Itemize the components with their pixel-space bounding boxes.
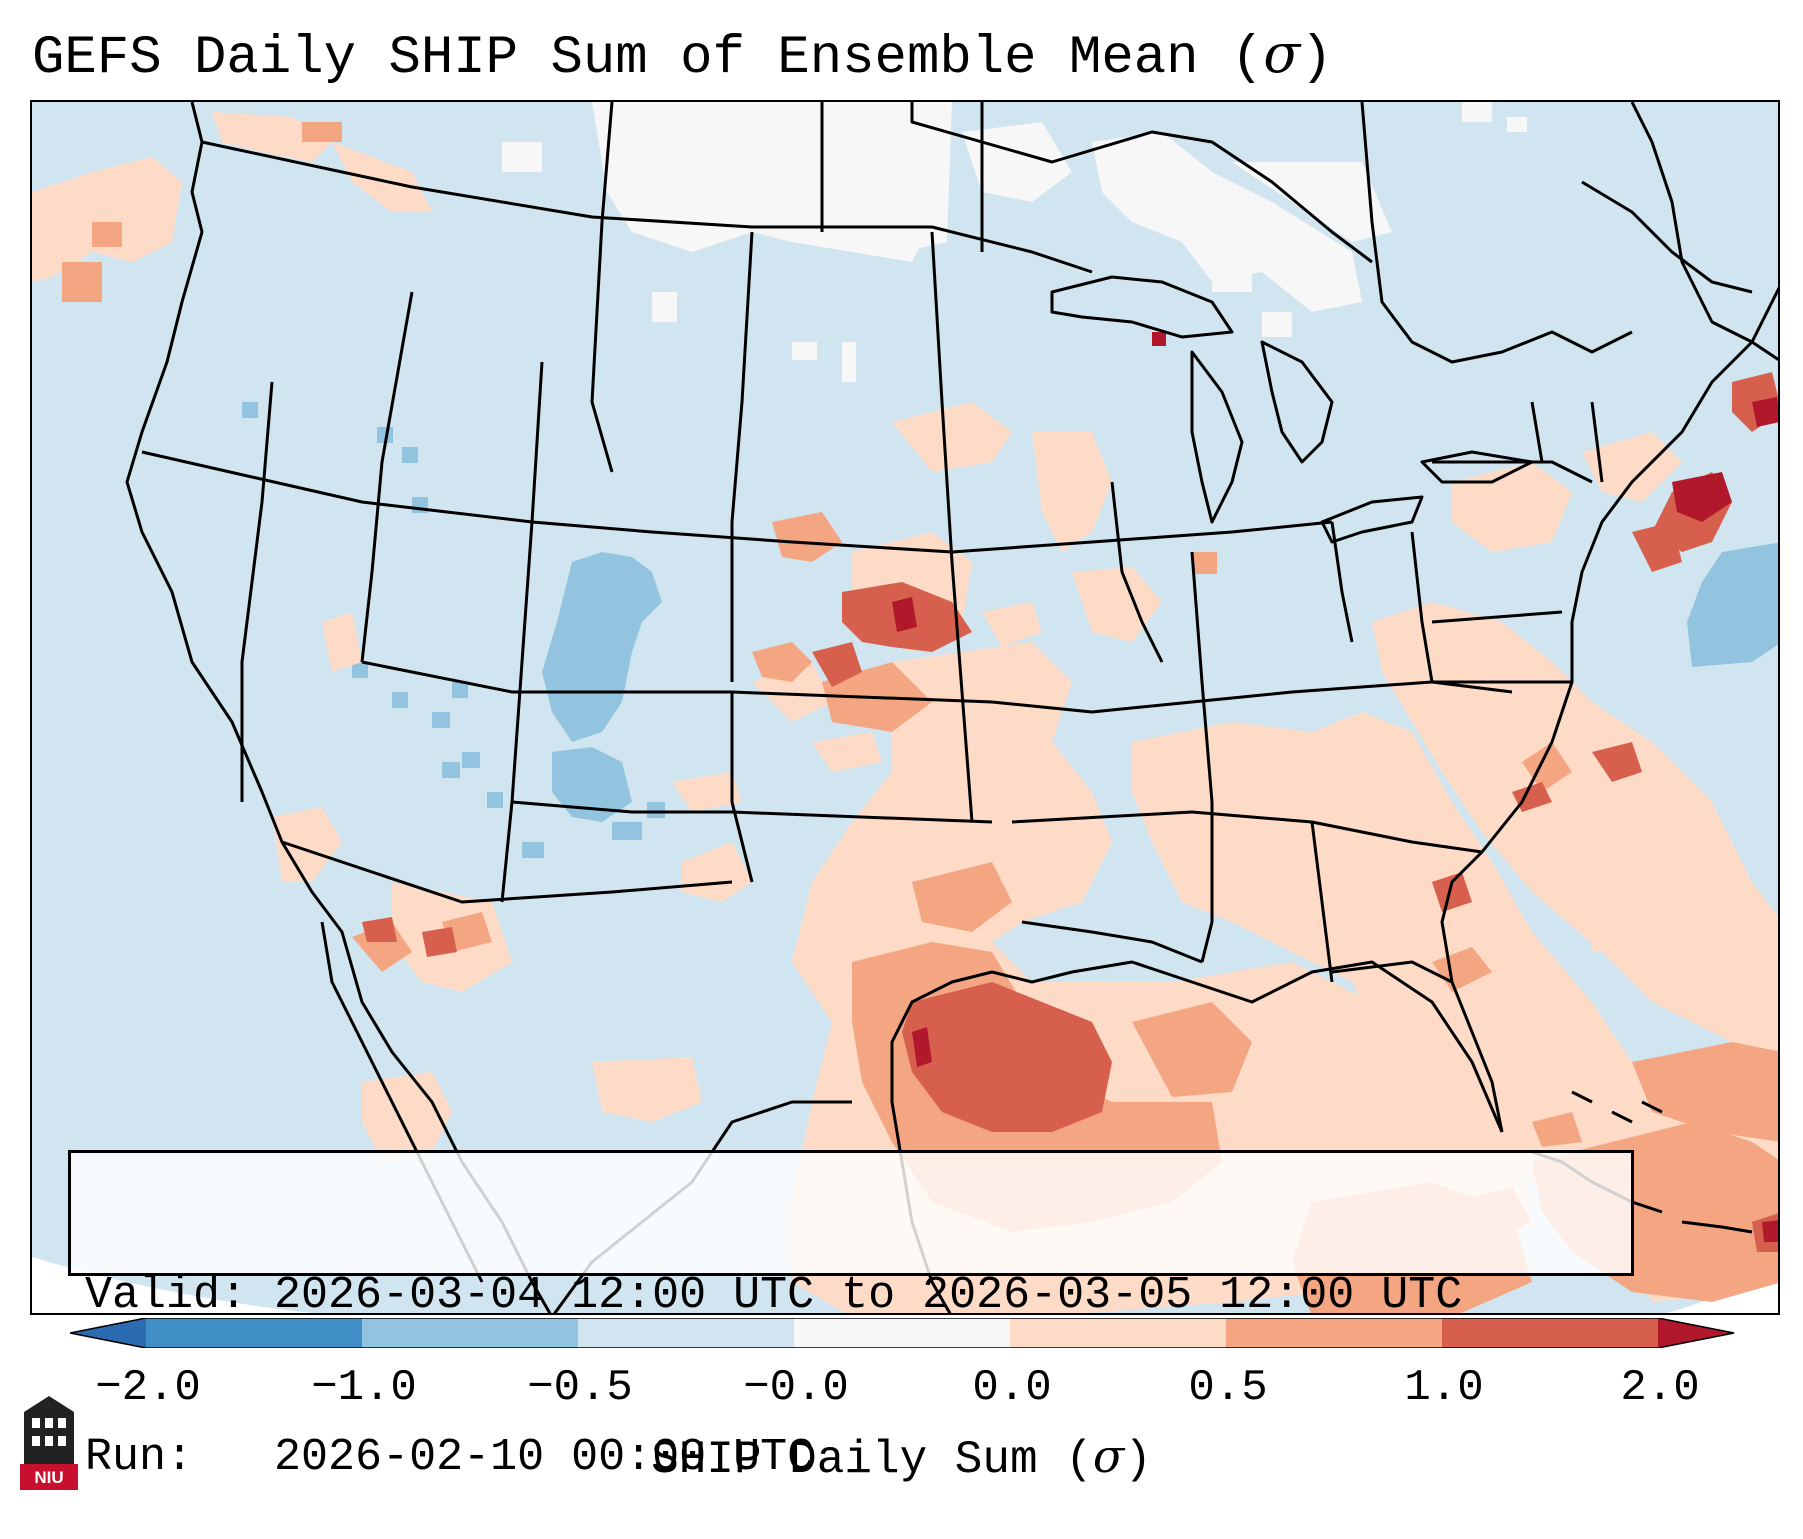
map-outlines	[125, 102, 1778, 1313]
extreme-positive-anomaly-patches	[892, 332, 1778, 1242]
title-close: )	[1300, 28, 1333, 89]
colorbar-ticks: −2.0 −1.0 −0.5 −0.0 0.0 0.5 1.0 2.0	[0, 1362, 1803, 1422]
run-value: 2026-02-10 00:00 UTC	[274, 1432, 815, 1483]
colorbar	[70, 1318, 1735, 1348]
colorbar-tick: 2.0	[1620, 1363, 1700, 1413]
colorbar-segment	[146, 1318, 363, 1348]
colorbar-segment	[362, 1318, 579, 1348]
colorbar-label-close: )	[1124, 1434, 1152, 1486]
colorbar-tick: 1.0	[1404, 1363, 1484, 1413]
title-text: GEFS Daily SHIP Sum of Ensemble Mean (	[32, 28, 1264, 89]
colorbar-segment	[1010, 1318, 1227, 1348]
valid-run-info-box: Valid: 2026-03-04 12:00 UTC to 2026-03-0…	[68, 1150, 1634, 1483]
map-panel	[30, 100, 1780, 1315]
colorbar-tick: −0.5	[527, 1363, 633, 1413]
colorbar-segment	[1226, 1318, 1443, 1348]
map-canvas	[32, 102, 1778, 1313]
run-row: Run: 2026-02-10 00:00 UTC	[85, 1431, 1631, 1485]
projection-edge-right	[1667, 1264, 1778, 1313]
niu-logo-graphic	[20, 1396, 78, 1490]
colorbar-segment	[1658, 1318, 1734, 1348]
neutral-anomaly-patches	[502, 102, 1630, 1120]
colorbar-label-sigma: σ	[1092, 1429, 1125, 1483]
colorbar-label-text: SHIP Daily Sum (	[651, 1434, 1093, 1486]
colorbar-tick: 0.5	[1188, 1363, 1268, 1413]
colorbar-tick: −2.0	[95, 1363, 201, 1413]
negative-anomaly-patches	[242, 402, 1778, 858]
colorbar-tick: −1.0	[311, 1363, 417, 1413]
colorbar-segment	[70, 1318, 146, 1348]
plot-title: GEFS Daily SHIP Sum of Ensemble Mean (σ)	[32, 22, 1333, 91]
colorbar-outline	[70, 1318, 1735, 1348]
valid-row: Valid: 2026-03-04 12:00 UTC to 2026-03-0…	[85, 1269, 1631, 1323]
colorbar-segment	[578, 1318, 795, 1348]
colorbar-tick: 0.0	[972, 1363, 1052, 1413]
niu-logo-text: NIU	[34, 1468, 64, 1487]
colorbar-segment	[794, 1318, 1011, 1348]
valid-label: Valid:	[85, 1270, 248, 1321]
colorbar-segment	[1442, 1318, 1659, 1348]
title-sigma-symbol: σ	[1263, 22, 1301, 85]
run-label: Run:	[85, 1432, 194, 1483]
projection-edge-left	[32, 1257, 312, 1313]
niu-logo: NIU	[18, 1392, 80, 1492]
valid-value: 2026-03-04 12:00 UTC to 2026-03-05 12:00…	[274, 1270, 1463, 1321]
colorbar-tick: −0.0	[743, 1363, 849, 1413]
colorbar-label: SHIP Daily Sum (σ)	[0, 1428, 1803, 1488]
